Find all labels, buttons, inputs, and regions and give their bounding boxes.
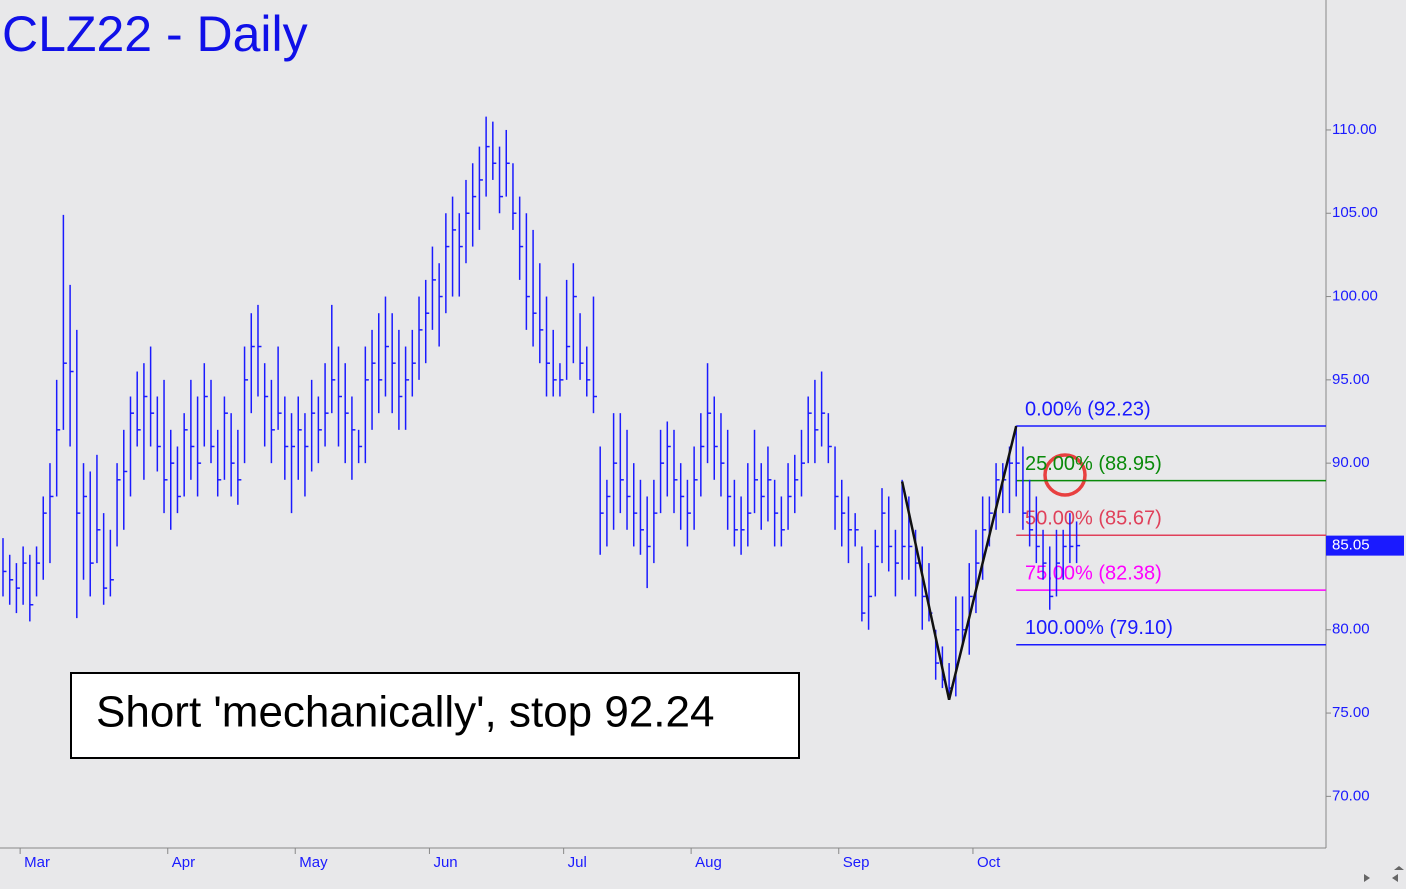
y-tick-label: 75.00	[1332, 704, 1370, 721]
scroll-arrow-up	[1394, 866, 1404, 870]
highlight-circle	[1043, 453, 1087, 497]
x-tick-label: May	[299, 854, 328, 871]
x-tick-label: Jun	[433, 854, 457, 871]
x-tick-label: Oct	[977, 854, 1001, 871]
y-tick-label: 90.00	[1332, 454, 1370, 471]
fib-label: 25.00% (88.95)	[1025, 453, 1162, 475]
x-tick-label: Mar	[24, 854, 50, 871]
fib-label: 50.00% (85.67)	[1025, 508, 1162, 530]
x-tick-label: Sep	[843, 854, 870, 871]
y-tick-label: 100.00	[1332, 288, 1378, 305]
x-tick-label: Apr	[172, 854, 195, 871]
y-tick-label: 95.00	[1332, 371, 1370, 388]
y-tick-label: 110.00	[1332, 121, 1377, 138]
zigzag	[900, 425, 1018, 701]
fib-label: 75.00% (82.38)	[1025, 562, 1162, 584]
y-tick-label: 105.00	[1332, 204, 1378, 221]
fib-label: 100.00% (79.10)	[1025, 617, 1173, 639]
x-tick-label: Aug	[695, 854, 722, 871]
y-tick-label: 80.00	[1332, 621, 1370, 638]
fib-label: 0.00% (92.23)	[1025, 398, 1151, 420]
chart-title: CLZ22 - Daily	[2, 6, 308, 62]
y-tick-label: 70.00	[1332, 787, 1370, 804]
last-price-label: 85.05	[1332, 537, 1370, 554]
x-tick-label: Jul	[568, 854, 587, 871]
annotation: Short 'mechanically', stop 92.24	[96, 688, 714, 737]
annotation-box	[70, 672, 800, 759]
last-price-tag	[1326, 535, 1404, 556]
